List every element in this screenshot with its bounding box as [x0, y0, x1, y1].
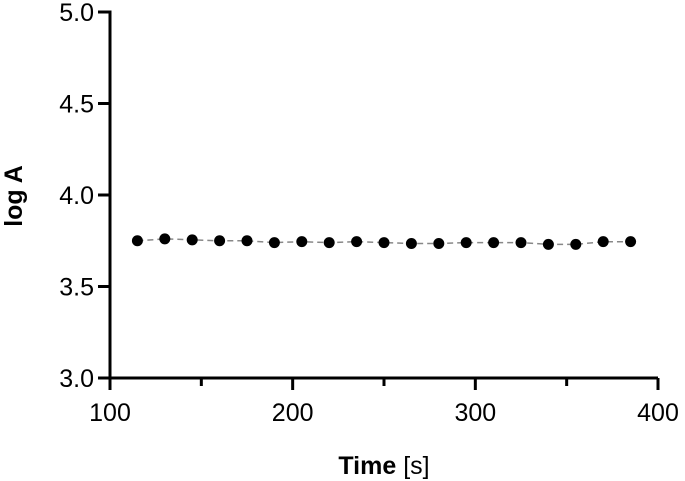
data-point — [597, 236, 609, 248]
data-point — [405, 237, 417, 249]
data-point — [214, 235, 226, 247]
data-point — [542, 238, 554, 250]
y-axis-ticks: 3.0 3.5 4.0 4.5 5.0 — [59, 0, 110, 393]
x-axis-label-main: Time — [338, 452, 396, 480]
data-point — [268, 237, 280, 249]
x-axis-label-unit: [s] — [403, 452, 429, 480]
x-axis-label: Time [s] — [338, 452, 429, 480]
x-axis-ticks: 100 200 300 400 — [89, 378, 679, 427]
data-point — [625, 236, 637, 248]
data-point — [131, 235, 143, 247]
data-point — [241, 235, 253, 247]
x-tick-label: 200 — [272, 399, 314, 427]
data-point — [186, 234, 198, 246]
y-axis-label: log A — [0, 165, 28, 227]
data-point — [515, 237, 527, 249]
y-tick-label: 4.5 — [59, 91, 94, 119]
data-point — [296, 236, 308, 248]
data-point — [159, 233, 171, 245]
x-tick-label: 300 — [454, 399, 496, 427]
y-tick-label: 3.5 — [59, 274, 94, 302]
y-tick-label: 4.0 — [59, 182, 94, 210]
y-tick-label: 3.0 — [59, 365, 94, 393]
data-point — [433, 237, 445, 249]
data-point — [378, 237, 390, 249]
y-tick-label: 5.0 — [59, 0, 94, 27]
data-points — [131, 233, 637, 250]
data-point — [351, 236, 363, 248]
data-point — [460, 237, 472, 249]
x-tick-label: 100 — [89, 399, 131, 427]
data-point — [323, 237, 335, 249]
x-tick-label: 400 — [637, 399, 679, 427]
data-point — [570, 238, 582, 250]
data-point — [488, 237, 500, 249]
